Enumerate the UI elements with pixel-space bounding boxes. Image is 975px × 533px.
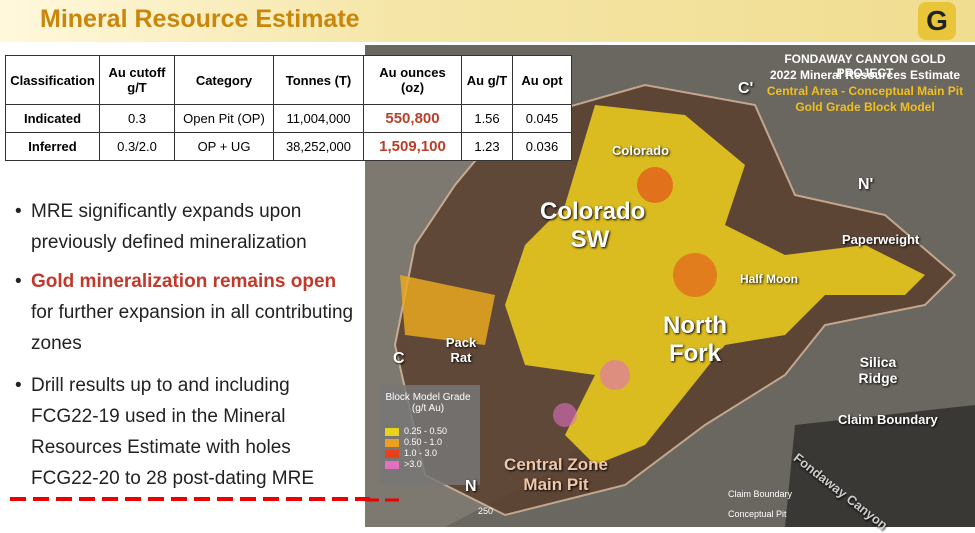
legend-swatch bbox=[385, 428, 399, 436]
bullet-body: for further expansion in all contributin… bbox=[31, 302, 354, 354]
resource-table: Classification Au cutoff g/T Category Tonne… bbox=[5, 55, 572, 161]
map-label: N bbox=[465, 478, 477, 495]
map-label: Colorado SW bbox=[540, 198, 646, 253]
table-cell: OP + UG bbox=[174, 132, 274, 161]
title: Mineral Resource Estimate bbox=[40, 5, 360, 33]
bullet-dot: • bbox=[15, 375, 22, 396]
block-model bbox=[553, 403, 577, 427]
map-label: Colorado bbox=[612, 143, 670, 158]
map-label: North Fork bbox=[663, 312, 727, 367]
map-label: Silica Ridge bbox=[858, 354, 898, 386]
column-header: Category bbox=[174, 55, 274, 105]
bottom-legend-label: Conceptual Pit bbox=[728, 509, 787, 519]
column-header: Tonnes (T) bbox=[273, 55, 364, 105]
map-label: Central Zone Main Pit bbox=[504, 455, 608, 494]
map-label: Paperweight bbox=[842, 232, 920, 247]
table-cell: 0.036 bbox=[512, 132, 572, 161]
dashed-line bbox=[10, 497, 370, 501]
map-label: C' bbox=[738, 80, 754, 97]
bullet-body: MRE significantly expands upon previousl… bbox=[31, 201, 307, 253]
map-header-line: Central Area - Conceptual Main Pit bbox=[766, 84, 964, 98]
map-label: Half Moon bbox=[740, 272, 798, 286]
table-cell: 1.56 bbox=[461, 104, 513, 133]
legend-label: 0.50 - 1.0 bbox=[404, 437, 443, 447]
bullet-text: Gold mineralization remains open for furt… bbox=[31, 266, 360, 359]
column-header: Classification bbox=[5, 55, 100, 105]
column-header: Au opt bbox=[512, 55, 572, 105]
map-label: N' bbox=[858, 176, 874, 193]
legend-label: >3.0 bbox=[404, 459, 422, 469]
title-bar bbox=[0, 0, 975, 42]
bullet: • Drill results up to and including FCG22… bbox=[15, 370, 360, 494]
column-header: Au cutoff g/T bbox=[99, 55, 175, 105]
bullet-highlight: Gold mineralization remains open bbox=[31, 271, 337, 292]
legend-swatch bbox=[385, 439, 399, 447]
legend-title: Block Model Grade (g/t Au) bbox=[385, 392, 471, 414]
map-label: Pack Rat bbox=[445, 335, 477, 365]
legend-label: 0.25 - 0.50 bbox=[404, 426, 448, 436]
table-cell: 1.23 bbox=[461, 132, 513, 161]
table-cell: 0.3 bbox=[99, 104, 175, 133]
table-row: Indicated 0.3 Open Pit (OP) 11,004,000 550,8… bbox=[5, 104, 572, 133]
map-header-line: 2022 Mineral Resources Estimate bbox=[769, 68, 961, 82]
column-header: Au ounces (oz) bbox=[363, 55, 462, 105]
map-label: Claim Boundary bbox=[838, 412, 938, 427]
block-model bbox=[637, 167, 673, 203]
bullet: • Gold mineralization remains open for fur… bbox=[15, 266, 360, 359]
logo: G bbox=[918, 2, 956, 40]
table-cell: Inferred bbox=[5, 132, 100, 161]
table-cell: 0.045 bbox=[512, 104, 572, 133]
header-row: Classification Au cutoff g/T Category Tonne… bbox=[5, 55, 572, 105]
table-cell: 1,509,100 bbox=[363, 132, 462, 161]
map-header-line: Gold Grade Block Model bbox=[795, 100, 935, 114]
table-cell: 11,004,000 bbox=[273, 104, 364, 133]
bullet: • MRE significantly expands upon previous… bbox=[15, 196, 360, 258]
block-model bbox=[400, 275, 495, 345]
table-cell: 550,800 bbox=[363, 104, 462, 133]
bullet-text: MRE significantly expands upon previousl… bbox=[31, 196, 360, 258]
bullet-body: Drill results up to and including FCG22-… bbox=[31, 375, 315, 489]
scale-label: 250 bbox=[478, 506, 494, 516]
block-model bbox=[673, 253, 717, 297]
column-header: Au g/T bbox=[461, 55, 513, 105]
map-header-line: FONDAWAY CANYON GOLD PROJECT bbox=[784, 52, 946, 80]
table-cell: 0.3/2.0 bbox=[99, 132, 175, 161]
legend-label: 1.0 - 3.0 bbox=[404, 448, 438, 458]
block-model bbox=[600, 360, 630, 390]
table-row: Inferred 0.3/2.0 OP + UG 38,252,000 1,509,10… bbox=[5, 132, 572, 161]
bullet-dot: • bbox=[15, 201, 22, 222]
map-label: C bbox=[393, 350, 405, 367]
legend-swatch bbox=[385, 450, 399, 458]
bottom-legend-label: Claim Boundary bbox=[728, 489, 793, 499]
table-cell: Indicated bbox=[5, 104, 100, 133]
legend-swatch bbox=[385, 461, 399, 469]
table-cell: Open Pit (OP) bbox=[174, 104, 274, 133]
bullet-dot: • bbox=[15, 271, 22, 292]
bullet-text: Drill results up to and including FCG22-… bbox=[31, 370, 360, 494]
terrain bbox=[785, 405, 975, 527]
table-cell: 38,252,000 bbox=[273, 132, 364, 161]
